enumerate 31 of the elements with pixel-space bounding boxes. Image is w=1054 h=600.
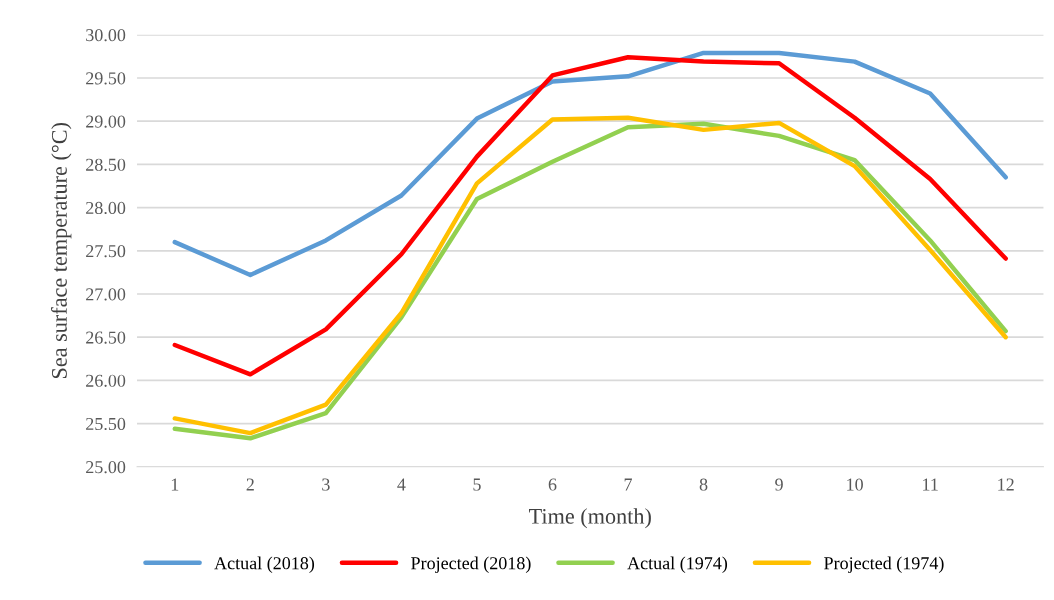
x-tick-label: 1 <box>171 478 179 491</box>
legend-label: Projected (2018) <box>411 556 531 573</box>
x-tick-label: 4 <box>397 478 406 491</box>
x-tick-label: 3 <box>322 478 330 491</box>
y-tick-label: 28.00 <box>86 201 126 215</box>
x-tick-label: 9 <box>775 478 783 491</box>
y-tick-label: 29.50 <box>86 72 126 85</box>
x-tick-label: 10 <box>847 478 863 491</box>
legend-label: Projected (1974) <box>824 556 944 573</box>
x-tick-label: 5 <box>473 478 481 491</box>
x-tick-label: 11 <box>923 478 938 491</box>
y-tick-label: 30.00 <box>86 29 126 42</box>
y-tick-label: 25.50 <box>86 417 126 431</box>
y-tick-label: 28.50 <box>86 158 126 171</box>
y-tick-label: 25.00 <box>86 461 126 474</box>
x-tick-label: 2 <box>246 478 254 491</box>
x-tick-label: 8 <box>699 478 708 491</box>
legend-label: Actual (2018) <box>214 556 315 573</box>
legend-label: Actual (1974) <box>627 556 728 573</box>
line-series <box>172 55 1008 377</box>
x-tick-label: 7 <box>624 478 632 491</box>
y-tick-label: 27.00 <box>86 288 126 301</box>
x-axis-title: Time (month) <box>529 508 651 529</box>
y-tick-label: 26.50 <box>86 331 126 344</box>
y-axis-title: Sea surface temperature (°C) <box>51 123 72 379</box>
x-tick-label: 6 <box>548 478 557 491</box>
y-tick-label: 26.00 <box>86 374 126 387</box>
x-tick-label: 12 <box>998 478 1014 491</box>
y-tick-label: 29.00 <box>86 115 126 128</box>
y-tick-label: 27.50 <box>86 245 126 258</box>
line-series <box>172 50 1008 278</box>
